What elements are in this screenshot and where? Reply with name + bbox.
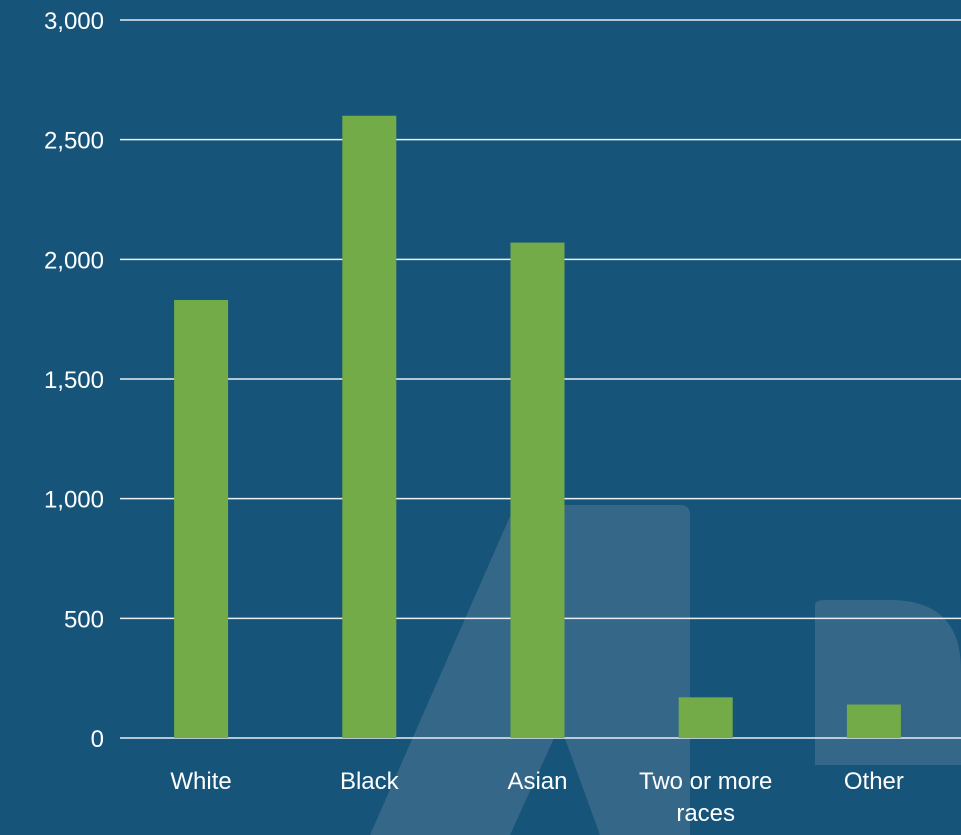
x-axis-tick-labels: White Black Asian Two or more races Other	[170, 768, 903, 827]
x-tick-label: Black	[340, 768, 400, 795]
y-tick-label: 500	[64, 606, 104, 633]
bar	[678, 697, 733, 738]
bar	[510, 242, 565, 738]
logo-watermark-p-shape	[815, 600, 961, 765]
y-tick-label: 1,000	[44, 487, 104, 514]
y-tick-label: 0	[91, 726, 104, 753]
x-tick-label: Asian	[507, 768, 567, 795]
x-tick-label: Two or more races	[639, 768, 772, 827]
x-tick-label: Other	[844, 768, 904, 795]
y-tick-label: 3,000	[44, 8, 104, 35]
y-axis-tick-labels: 0 500 1,000 1,500 2,000 2,500 3,000	[44, 8, 104, 753]
bar	[342, 115, 397, 738]
bar	[846, 704, 901, 738]
y-tick-label: 2,500	[44, 128, 104, 155]
bar	[174, 300, 229, 738]
x-tick-label: White	[170, 768, 231, 795]
y-tick-label: 2,000	[44, 247, 104, 274]
y-tick-label: 1,500	[44, 367, 104, 394]
bars	[174, 115, 901, 738]
